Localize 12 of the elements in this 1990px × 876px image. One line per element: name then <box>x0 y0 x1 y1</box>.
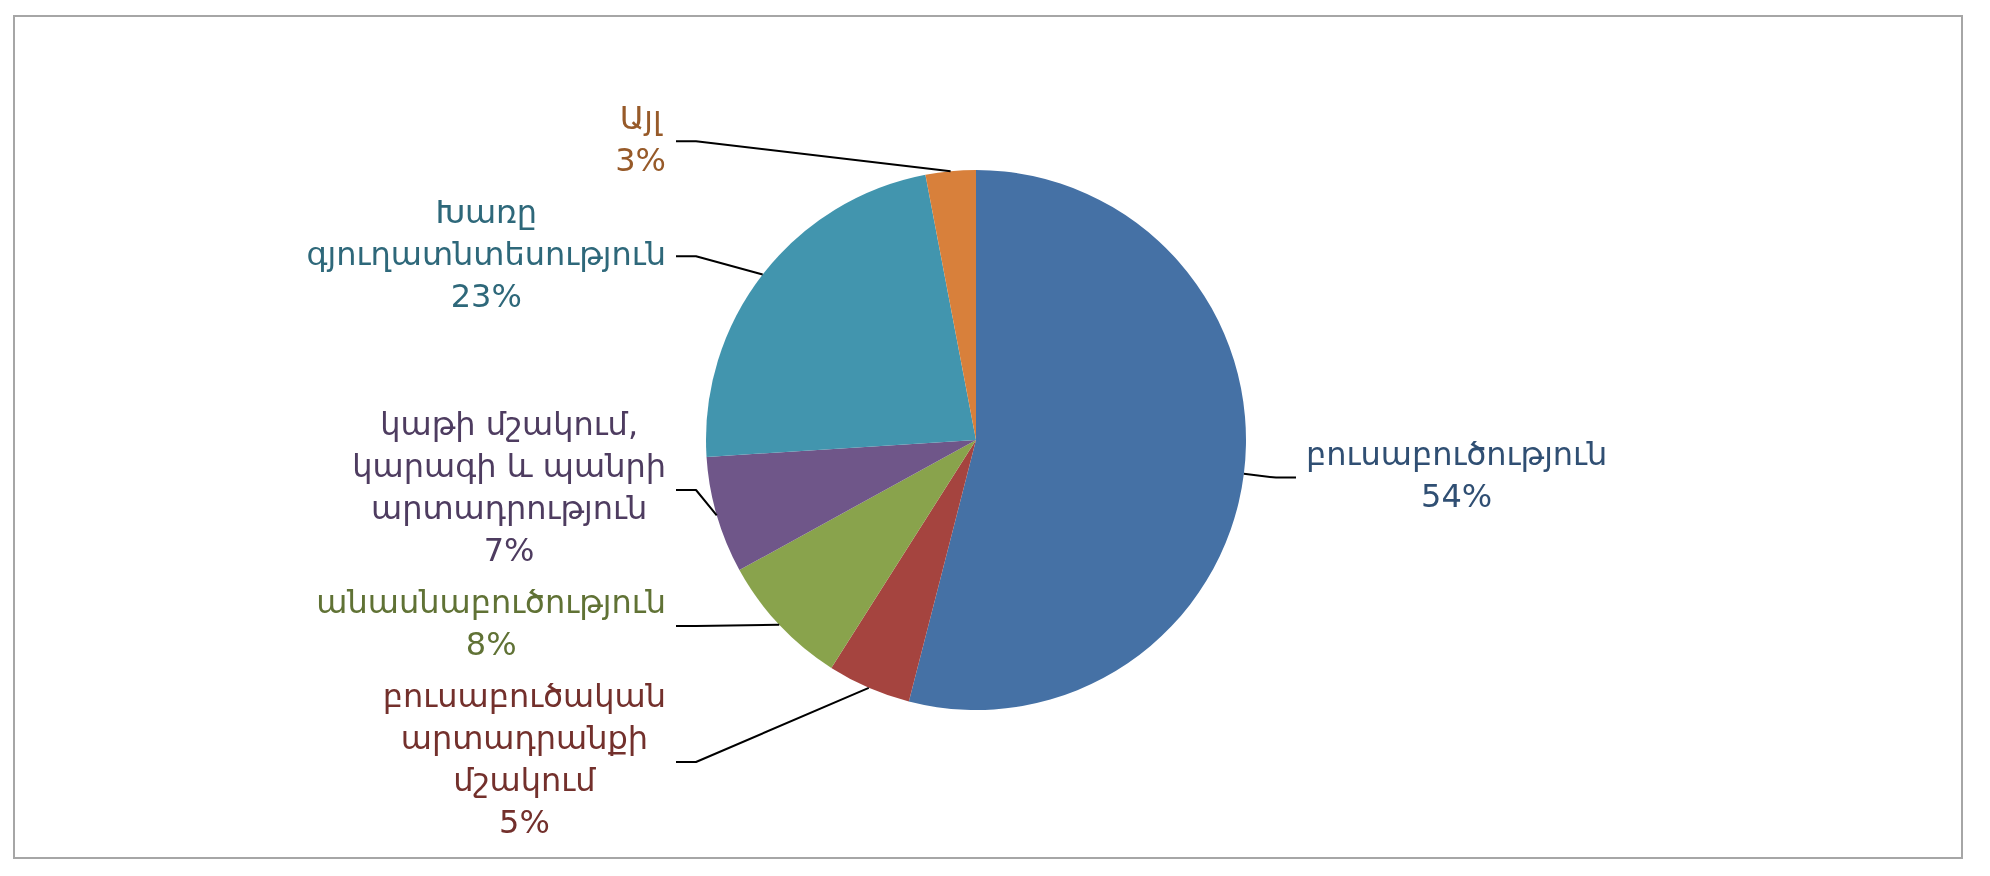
data-label: 7% <box>483 531 535 570</box>
data-label: 23% <box>450 276 522 315</box>
slice-label: կաթի մշակում, կարագի և պանրի արտադրություն <box>352 405 666 528</box>
data-label: 54% <box>1421 476 1493 515</box>
data-label: 8% <box>465 625 517 664</box>
slice-label: Խառը գյուղատնտեսություն <box>306 192 666 273</box>
slice-label: բուսաբուծություն <box>1306 434 1608 473</box>
data-label: 3% <box>615 140 666 179</box>
slice-label: Այլ <box>619 98 663 137</box>
data-label: 5% <box>499 803 550 842</box>
slice-label: բուսաբուծական արտադրանքի մշակում <box>382 677 666 800</box>
slice-label: անասնաբուծություն <box>316 583 666 622</box>
